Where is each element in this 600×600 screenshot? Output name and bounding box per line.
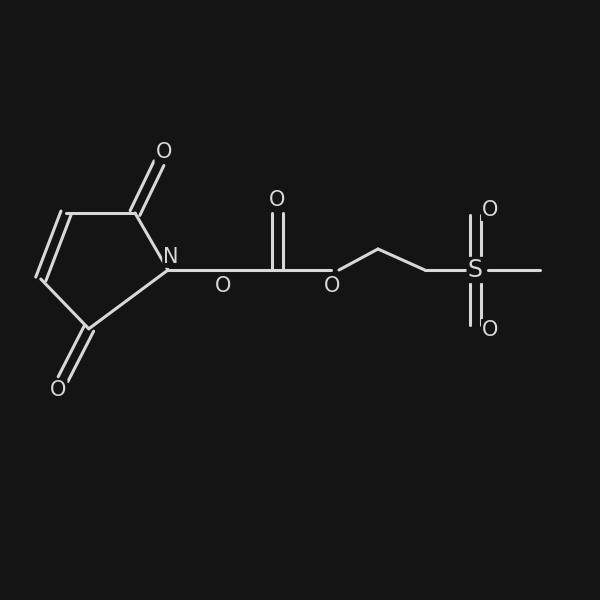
Text: O: O bbox=[214, 275, 231, 296]
Text: O: O bbox=[269, 190, 286, 210]
Text: O: O bbox=[482, 200, 499, 220]
Text: O: O bbox=[323, 275, 340, 296]
Text: S: S bbox=[468, 258, 482, 282]
Text: O: O bbox=[155, 142, 172, 163]
Text: N: N bbox=[163, 247, 179, 267]
Text: O: O bbox=[482, 320, 499, 340]
Text: O: O bbox=[50, 380, 67, 400]
